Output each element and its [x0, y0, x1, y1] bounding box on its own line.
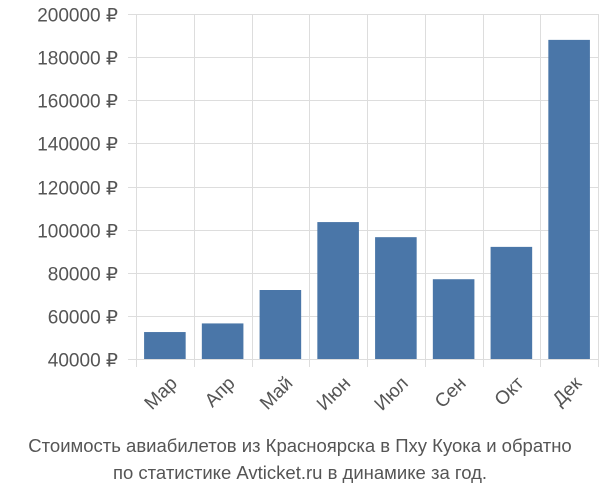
x-tick-label: Апр: [201, 373, 240, 412]
x-tick-label: Май: [256, 373, 297, 414]
x-tick-label: Июл: [371, 373, 413, 415]
y-tick-label: 160000 ₽: [37, 92, 118, 113]
x-tick-label: Мар: [141, 373, 182, 414]
x-tick-label: Июн: [313, 373, 355, 415]
bar-1: [144, 332, 186, 359]
y-tick-label: 200000 ₽: [37, 6, 118, 27]
y-tick-label: 120000 ₽: [37, 179, 118, 200]
y-tick-label: 60000 ₽: [48, 308, 118, 329]
y-axis: 40000 ₽ 60000 ₽ 80000 ₽ 100000 ₽ 120000 ₽ 140…: [37, 6, 118, 372]
x-tick-label: Сен: [431, 373, 470, 412]
bars: [144, 39, 590, 359]
grid-lines: [128, 14, 599, 367]
x-tick-label: Окт: [491, 373, 529, 411]
bar-2: [201, 323, 244, 359]
bar-5: [375, 237, 417, 359]
chart-caption-line-1: Стоимость авиабилетов из Красноярска в П…: [28, 435, 572, 456]
y-tick-label: 40000 ₽: [48, 351, 118, 372]
chart-caption-line-2: по статистике Avticket.ru в динамике за …: [112, 462, 488, 483]
y-tick-label: 100000 ₽: [37, 222, 118, 243]
y-tick-label: 180000 ₽: [37, 49, 118, 70]
x-tick-label: Дек: [549, 373, 587, 411]
bar-8: [548, 39, 590, 359]
bar-6: [432, 279, 475, 359]
bar-3: [259, 290, 302, 359]
y-tick-label: 80000 ₽: [48, 265, 118, 286]
y-tick-label: 140000 ₽: [37, 135, 118, 156]
bar-4: [317, 222, 359, 359]
bar-chart: 40000 ₽ 60000 ₽ 80000 ₽ 100000 ₽ 120000 ₽ 140…: [37, 6, 599, 416]
bar-7: [490, 246, 533, 359]
x-axis: Мар Апр Май Июн Июл Сен Окт Дек: [141, 373, 587, 416]
